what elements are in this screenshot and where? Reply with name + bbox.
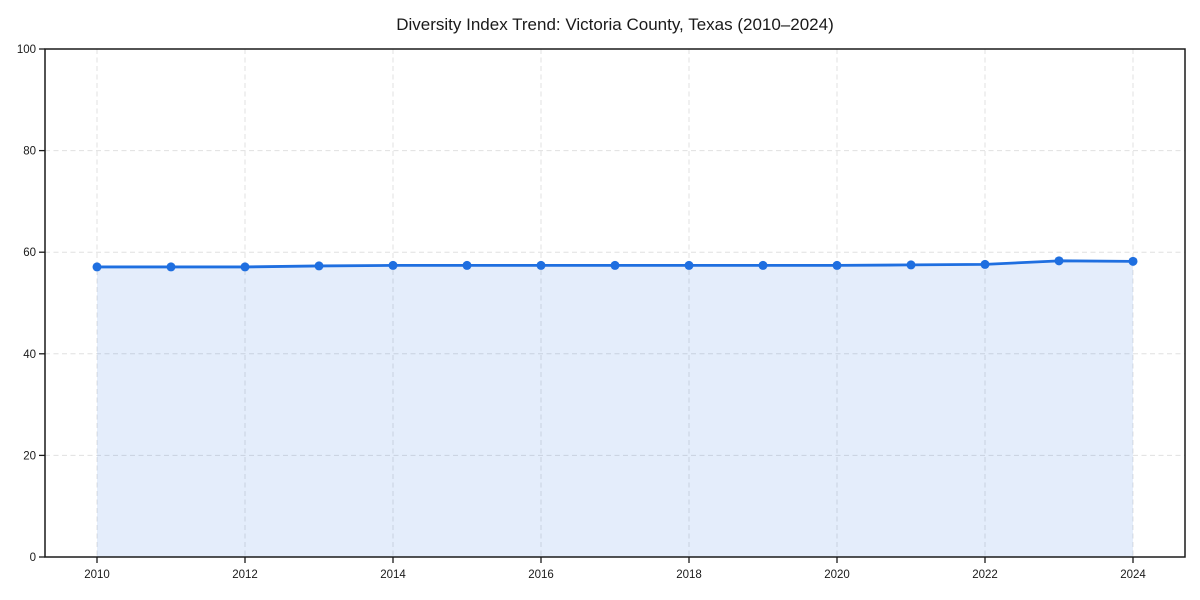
data-points-layer bbox=[92, 256, 1138, 272]
y-tick-label: 80 bbox=[23, 146, 36, 158]
data-point bbox=[240, 262, 250, 272]
data-point bbox=[906, 260, 916, 270]
x-tick-label: 2020 bbox=[824, 569, 850, 581]
x-tick-label: 2024 bbox=[1120, 569, 1146, 581]
y-tick-label: 40 bbox=[23, 349, 36, 361]
data-point bbox=[166, 262, 176, 272]
y-tick-label: 20 bbox=[23, 450, 36, 462]
x-tick-label: 2022 bbox=[972, 569, 998, 581]
y-tick-label: 100 bbox=[17, 44, 36, 56]
x-tick-label: 2016 bbox=[528, 569, 554, 581]
chart-title: Diversity Index Trend: Victoria County, … bbox=[396, 15, 834, 34]
axes-layer bbox=[39, 48, 1186, 563]
data-point bbox=[314, 261, 324, 271]
y-tick-label: 60 bbox=[23, 247, 36, 259]
y-tick-label: 0 bbox=[30, 552, 36, 564]
x-tick-label: 2014 bbox=[380, 569, 406, 581]
data-point bbox=[1128, 256, 1138, 266]
data-point bbox=[758, 260, 768, 270]
x-tick-label: 2018 bbox=[676, 569, 702, 581]
area-fill-layer bbox=[97, 260, 1133, 557]
data-point bbox=[832, 260, 842, 270]
data-point bbox=[980, 259, 990, 269]
data-point bbox=[684, 260, 694, 270]
data-point bbox=[610, 260, 620, 270]
x-tick-label: 2012 bbox=[232, 569, 258, 581]
data-point bbox=[388, 260, 398, 270]
data-point bbox=[462, 260, 472, 270]
x-tick-label: 2010 bbox=[84, 569, 110, 581]
tick-labels-layer: 0 20 40 60 80 100 2010 2012 2014 2016 2018 2020 2022… bbox=[17, 44, 1147, 581]
data-point bbox=[92, 262, 102, 272]
data-point bbox=[536, 260, 546, 270]
plot-border bbox=[44, 48, 1186, 558]
data-point bbox=[1054, 256, 1064, 266]
area-fill bbox=[97, 260, 1133, 557]
